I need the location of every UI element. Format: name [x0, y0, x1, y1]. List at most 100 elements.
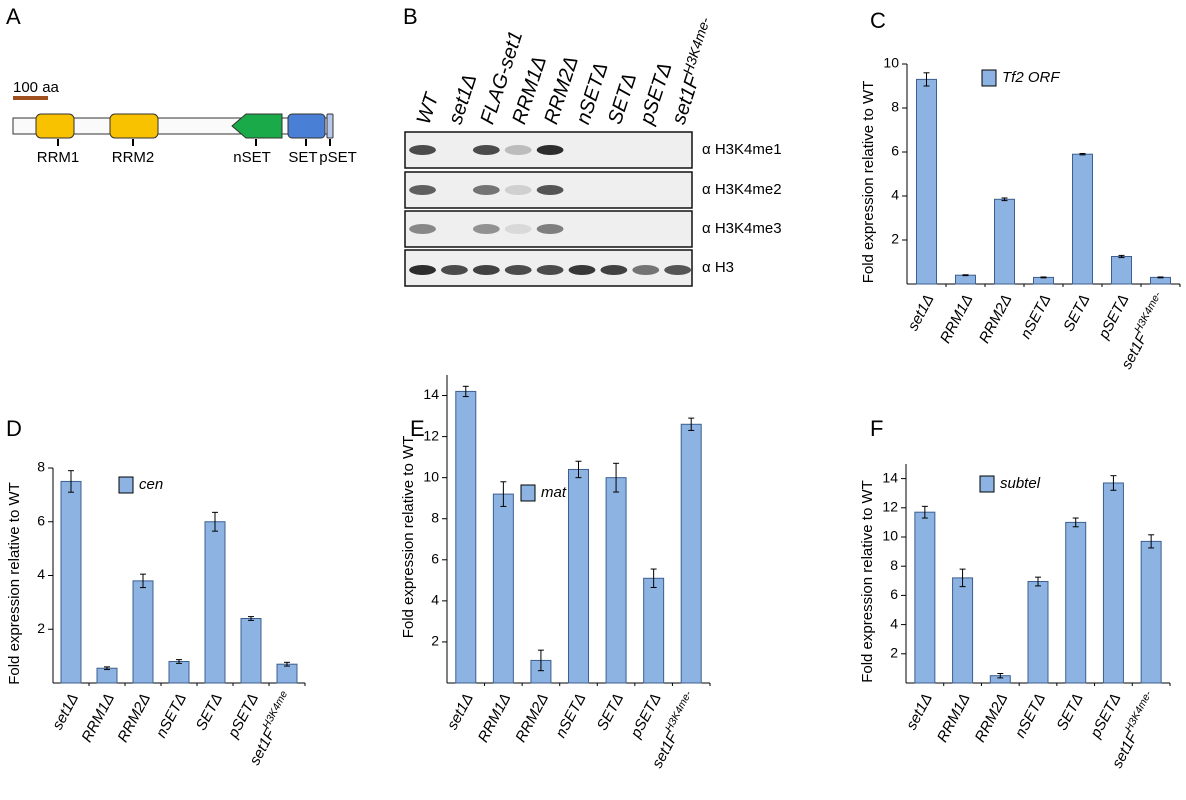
error-bar: [962, 274, 969, 277]
domain-label: RRM1: [37, 149, 80, 166]
y-tick-label: 4: [431, 592, 439, 608]
x-tick-label-main: set1F: [1118, 330, 1151, 372]
error-bar: [613, 462, 620, 493]
error-bar: [176, 659, 182, 664]
error-bar: [575, 460, 582, 479]
panel-label: C: [870, 8, 886, 33]
x-tick-label: set1Δ: [904, 292, 937, 334]
error-bar: [1072, 517, 1079, 528]
x-tick-label-main: set1Δ: [904, 292, 937, 334]
y-tick-label: 6: [37, 512, 45, 528]
x-tick-label-sup: H3K4me: [260, 689, 290, 731]
x-tick-label-sup: H3K4me-: [1123, 688, 1155, 733]
x-tick-label-main: pSETΔ: [1087, 691, 1125, 742]
x-tick-label-main: RRM2Δ: [976, 292, 1016, 346]
domain-nset: [231, 113, 283, 139]
bar: [568, 468, 589, 684]
y-tick-label: 10: [883, 55, 899, 71]
x-tick-label: nSETΔ: [1017, 292, 1054, 342]
panel-label: D: [6, 416, 22, 441]
error-bar: [284, 661, 290, 667]
y-tick-label: 2: [891, 231, 899, 247]
bar-chart: 2 4 6 8 10 Fold expression relative to WT Tf2 …: [860, 55, 1181, 372]
bar: [132, 580, 154, 684]
error-bar: [959, 568, 966, 588]
y-tick-label: 4: [37, 566, 45, 582]
bar: [1140, 540, 1162, 684]
x-tick-label-main: nSETΔ: [552, 691, 589, 741]
y-tick-label: 10: [882, 528, 898, 544]
domain-label: pSET: [319, 149, 357, 166]
blot-band: [409, 185, 436, 195]
x-tick-label-main: RRM2Δ: [972, 691, 1012, 745]
x-tick-label: nSETΔ: [1012, 691, 1049, 741]
error-bar: [1001, 197, 1008, 202]
blot-band: [504, 145, 532, 155]
x-tick-label-main: RRM1Δ: [937, 292, 977, 346]
x-tick-label-main: set1Δ: [903, 691, 936, 733]
y-tick-label: 10: [423, 468, 439, 484]
blot-band: [536, 265, 564, 275]
antibody-label: α H3K4me2: [702, 181, 782, 198]
error-bar: [650, 568, 657, 589]
y-tick-label: 4: [891, 187, 899, 203]
blot-band: [600, 265, 628, 275]
error-bar: [248, 616, 254, 621]
scale-bar: [13, 96, 48, 100]
blot-band: [472, 265, 500, 275]
y-axis-label: Fold expression relative to WT: [860, 81, 877, 284]
x-tick-label-main: set1F: [649, 729, 682, 771]
legend-swatch: [981, 69, 997, 87]
y-axis-label: Fold expression relative to WT: [6, 482, 23, 685]
blot-band: [504, 265, 532, 275]
error-bar: [1079, 153, 1086, 156]
antibody-label: α H3K4me1: [702, 141, 782, 158]
blot-band: [472, 185, 500, 195]
bar: [1065, 521, 1087, 684]
bar: [1111, 256, 1132, 285]
y-tick-label: 12: [423, 427, 439, 443]
lane-label: WT: [413, 89, 444, 127]
scale-label: 100 aa: [13, 79, 60, 96]
x-tick-label: set1Δ: [444, 691, 477, 733]
legend-label: mat: [541, 484, 567, 501]
x-tick-label-main: RRM1Δ: [475, 691, 515, 745]
bar: [1150, 276, 1171, 285]
x-tick-label: RRM1Δ: [78, 691, 118, 745]
legend-label: subtel: [1000, 475, 1041, 492]
bar: [916, 78, 937, 285]
x-tick-label: SETΔ: [1060, 292, 1093, 335]
blot-band: [409, 224, 436, 234]
bar-chart: 2 4 6 8 10 12 14 Fold expression relative to WT…: [859, 464, 1171, 771]
x-tick-label-main: SETΔ: [1060, 292, 1093, 335]
error-bar: [1157, 276, 1164, 279]
blot-band: [536, 145, 564, 155]
bar: [276, 663, 298, 684]
bar-chart: 2 4 6 8 Fold expression relative to WT cen set…: [6, 459, 306, 768]
x-tick-label-main: RRM2Δ: [512, 691, 552, 745]
lane-label-sup: H3K4me-: [679, 15, 713, 77]
x-tick-label: set1Δ: [903, 691, 936, 733]
y-tick-label: 8: [890, 557, 898, 573]
y-tick-label: 2: [890, 645, 898, 661]
x-tick-label-main: nSETΔ: [1012, 691, 1049, 741]
y-tick-label: 8: [891, 99, 899, 115]
bar: [455, 390, 477, 684]
blot-band: [504, 224, 532, 234]
x-tick-label: SETΔ: [1053, 691, 1086, 734]
x-tick-label: RRM2Δ: [114, 691, 154, 745]
x-tick-label: nSETΔ: [552, 691, 589, 741]
bar: [680, 423, 702, 684]
domain-map: 100 aa RRM1 RRM2 nSET SET pSET: [12, 79, 357, 166]
blot-band: [664, 265, 692, 275]
x-tick-label-main: RRM2Δ: [114, 691, 154, 745]
error-bar: [537, 649, 544, 672]
blot-band: [568, 265, 596, 275]
bar: [1033, 276, 1054, 285]
y-tick-label: 4: [890, 615, 898, 631]
x-tick-label: RRM2Δ: [976, 292, 1016, 346]
error-bar: [1040, 276, 1047, 279]
error-bar: [688, 417, 695, 431]
